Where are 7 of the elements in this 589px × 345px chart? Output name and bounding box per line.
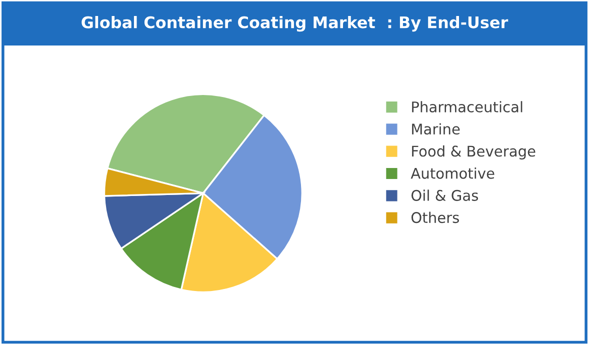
legend-label: Automotive xyxy=(410,168,494,179)
legend-label: Marine xyxy=(412,123,460,135)
legend-label: Food & Beverage xyxy=(412,145,536,160)
chart-title: Global Container Coating Market : By End-User xyxy=(82,16,508,32)
legend-label: Others xyxy=(411,212,459,224)
legend-label: Oil & Gas xyxy=(411,190,478,201)
legend-label: Pharmaceutical xyxy=(412,101,522,112)
